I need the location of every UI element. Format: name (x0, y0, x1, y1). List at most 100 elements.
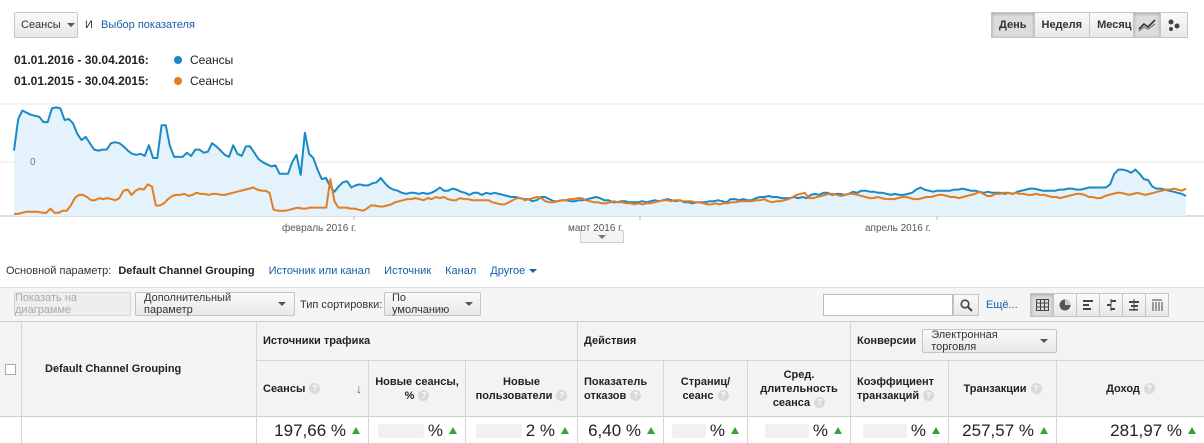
help-icon[interactable]: ? (418, 390, 430, 402)
metric-select-label: Сеансы (21, 19, 61, 31)
trend-up-icon (834, 427, 842, 434)
y-tick-label: 0 (30, 157, 36, 168)
help-icon[interactable]: ? (556, 390, 568, 402)
table-toolbar: Показать на диаграмме Дополнительный пар… (0, 287, 1204, 321)
chart-header: Сеансы И Выбор показателя День Неделя Ме… (0, 0, 1204, 50)
conversion-type-select[interactable]: Электронная торговля (922, 329, 1058, 353)
column-label: Коэффициент транзакций (857, 375, 935, 402)
column-header-pages-per-session[interactable]: Страниц/ сеанс? (664, 361, 748, 417)
legend-range: 01.01.2015 - 30.04.2015: (14, 74, 149, 88)
total-sessions: 197,66 % (257, 417, 369, 443)
help-icon[interactable]: ? (1143, 383, 1155, 395)
total-revenue: 281,97 % (1057, 417, 1204, 443)
trend-up-icon (932, 427, 940, 434)
trend-up-icon (561, 427, 569, 434)
help-icon[interactable]: ? (717, 390, 729, 402)
chart-collapse-toggle[interactable] (580, 231, 624, 243)
total-pages-per-session: % (664, 417, 748, 443)
trend-up-icon (449, 427, 457, 434)
dimension-column-header[interactable]: Default Channel Grouping (22, 322, 257, 417)
choose-metric-link[interactable]: Выбор показателя (101, 19, 195, 31)
term-cloud-view-button[interactable] (1122, 293, 1146, 317)
trend-up-icon (731, 427, 739, 434)
chart-view-toggle (1133, 12, 1188, 38)
period-month-button[interactable]: Месяц (1089, 12, 1140, 38)
column-header-sessions[interactable]: Сеансы? ↓ (257, 361, 369, 417)
metric-value: 197,66 % (274, 420, 346, 440)
series-color-dot (174, 77, 182, 85)
column-label: Транзакции (963, 382, 1027, 395)
sort-arrow-icon: ↓ (356, 381, 362, 396)
help-icon[interactable]: ? (1030, 383, 1042, 395)
column-header-new-users[interactable]: Новые пользователи? (466, 361, 578, 417)
pivot-view-button[interactable] (1145, 293, 1169, 317)
series-line-current (13, 106, 1187, 205)
column-header-revenue[interactable]: Доход? (1057, 361, 1204, 417)
group-header-conversions: Конверсии Электронная торговля (851, 322, 1204, 361)
secondary-dimension-select[interactable]: Дополнительный параметр (135, 292, 295, 316)
metric-value: % (709, 420, 725, 440)
dimension-link-source[interactable]: Источник (384, 265, 432, 277)
metric-value: 2 % (525, 420, 555, 440)
period-toggle: День Неделя Месяц (991, 12, 1140, 38)
group-header-acquisition: Источники трафика (257, 322, 578, 361)
column-label: Новые сеансы, % (375, 375, 459, 402)
comparison-view-button[interactable] (1099, 293, 1123, 317)
search-icon (959, 298, 973, 312)
motion-chart-icon (1168, 19, 1180, 31)
chart-series (13, 106, 1187, 216)
primary-dimension-bar: Основной параметр: Default Channel Group… (6, 265, 538, 277)
total-conversion-rate: % (851, 417, 949, 443)
chevron-down-icon (598, 234, 606, 239)
motion-chart-button[interactable] (1160, 12, 1188, 38)
pie-chart-icon (1059, 299, 1071, 311)
total-new-users: 2 % (466, 417, 578, 443)
group-header-behavior: Действия (578, 322, 851, 361)
sort-type-select[interactable]: По умолчанию (384, 292, 481, 316)
column-header-bounce-rate[interactable]: Показатель отказов? (578, 361, 664, 417)
dimension-more-label: Другое (490, 265, 526, 277)
x-tick-label: март 2016 г. (568, 223, 623, 234)
metric-select[interactable]: Сеансы (14, 12, 78, 38)
table-search-input[interactable] (823, 294, 953, 316)
total-bounce-rate: 6,40 % (578, 417, 664, 443)
chevron-down-icon (465, 302, 473, 306)
line-chart-button[interactable] (1133, 12, 1161, 38)
period-week-button[interactable]: Неделя (1033, 12, 1091, 38)
group-label: Действия (584, 335, 637, 347)
chevron-down-icon (1040, 339, 1049, 343)
total-new-sessions: % (369, 417, 466, 443)
advanced-filter-link[interactable]: Ещё... (986, 299, 1018, 311)
column-header-new-sessions[interactable]: Новые сеансы, %? (369, 361, 466, 417)
data-table-view-button[interactable] (1030, 293, 1054, 317)
help-icon[interactable]: ? (814, 397, 826, 409)
column-label: Показатель отказов (584, 375, 648, 402)
help-icon[interactable]: ? (630, 390, 642, 402)
performance-bar-icon (1083, 300, 1093, 310)
search-button[interactable] (953, 294, 979, 316)
explorer-table: Default Channel Grouping Источники трафи… (0, 321, 1204, 443)
help-icon[interactable]: ? (309, 383, 321, 395)
total-transactions: 257,57 % (949, 417, 1057, 443)
plot-rows-button[interactable]: Показать на диаграмме (14, 292, 131, 316)
series-color-dot (174, 56, 182, 64)
legend-label: Сеансы (190, 53, 234, 67)
trend-up-icon (1040, 427, 1048, 434)
dimension-link-source-medium[interactable]: Источник или канал (268, 265, 371, 277)
x-tick-label: февраль 2016 г. (282, 222, 356, 234)
legend-item-previous: 01.01.2015 - 30.04.2015: Сеансы (14, 74, 233, 88)
help-icon[interactable]: ? (923, 390, 935, 402)
group-label: Конверсии (857, 335, 917, 347)
pie-chart-view-button[interactable] (1053, 293, 1077, 317)
trend-up-icon (352, 427, 360, 434)
period-day-button[interactable]: День (991, 12, 1035, 38)
column-header-avg-session-duration[interactable]: Сред. длительность сеанса? (748, 361, 851, 417)
x-tick-label: апрель 2016 г. (865, 223, 931, 234)
column-header-conversion-rate[interactable]: Коэффициент транзакций? (851, 361, 949, 417)
dimension-link-medium[interactable]: Канал (445, 265, 477, 277)
column-label: Сред. длительность сеанса (760, 368, 838, 409)
dimension-more-dropdown[interactable]: Другое (490, 265, 538, 277)
performance-view-button[interactable] (1076, 293, 1100, 317)
select-all-checkbox[interactable] (5, 363, 16, 375)
column-header-transactions[interactable]: Транзакции? (949, 361, 1057, 417)
